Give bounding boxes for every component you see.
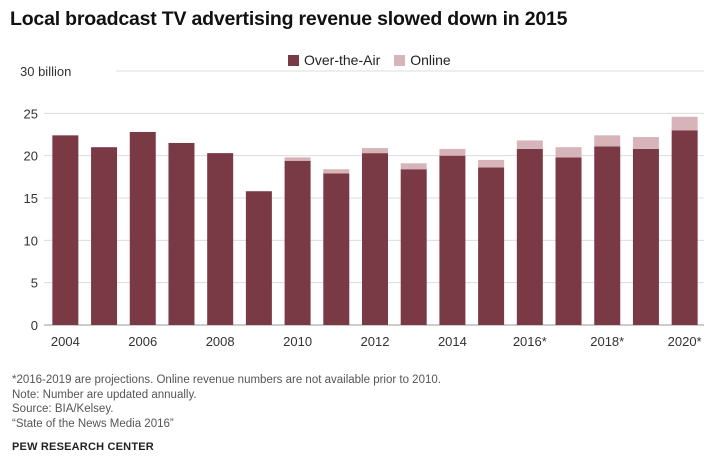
bar-over-the-air — [555, 157, 582, 325]
x-tick-label: 2012 — [361, 334, 390, 349]
bar-over-the-air — [284, 160, 311, 325]
bar-online — [439, 148, 466, 156]
bar-over-the-air — [52, 135, 79, 325]
x-tick-label: 2008 — [206, 334, 235, 349]
y-tick-label: 20 — [24, 149, 38, 164]
bar-over-the-air — [91, 147, 118, 325]
bar-online — [671, 116, 698, 131]
bar-online — [594, 135, 621, 147]
x-tick-label: 2014 — [438, 334, 467, 349]
bar-over-the-air — [439, 155, 466, 325]
legend-swatch-online — [394, 54, 406, 66]
note-report: “State of the News Media 2016” — [12, 417, 174, 430]
bar-online — [362, 148, 388, 154]
y-tick-label: 15 — [24, 191, 38, 206]
bar-over-the-air — [129, 131, 156, 325]
bar-online — [478, 159, 505, 168]
x-tick-label: 2016* — [513, 334, 547, 349]
bar-over-the-air — [245, 191, 272, 325]
note-updated: Note: Number are updated annually. — [12, 388, 197, 401]
note-source: Source: BIA/Kelsey. — [12, 403, 114, 416]
y-tick-label: 25 — [24, 106, 38, 121]
chart-title: Local broadcast TV advertising revenue s… — [10, 8, 568, 30]
chart-notes: *2016-2019 are projections. Online reven… — [12, 373, 441, 431]
bar-over-the-air — [632, 148, 659, 325]
y-tick-label: 5 — [31, 276, 38, 291]
legend-swatch-over-the-air — [288, 54, 299, 66]
bar-over-the-air — [594, 146, 621, 325]
y-top-label: 30 billion — [20, 64, 71, 79]
bar-over-the-air — [516, 148, 543, 325]
y-tick-label: 0 — [31, 318, 38, 333]
bar-over-the-air — [207, 153, 234, 325]
y-tick-label: 10 — [24, 233, 38, 248]
bar-chart: 0 5 10 15 20 25 30 billion 2004 2006 2008 2010 2012… — [20, 64, 704, 349]
x-tick-label: 2010 — [283, 334, 312, 349]
bar-online — [516, 140, 543, 149]
bar-over-the-air — [671, 130, 698, 325]
bar-online — [632, 137, 659, 149]
x-tick-label: 2004 — [51, 334, 80, 349]
bar-over-the-air — [478, 167, 505, 325]
bar-over-the-air — [168, 142, 195, 325]
note-projections: *2016-2019 are projections. Online reven… — [12, 374, 441, 386]
bar-over-the-air — [323, 173, 350, 325]
legend-label-online: Online — [410, 52, 451, 68]
bar-online — [284, 157, 311, 161]
legend-item-online: Online — [394, 52, 451, 68]
bar-online — [555, 147, 582, 158]
legend-label-over-the-air: Over-the-Air — [304, 52, 381, 68]
x-tick-label: 2006 — [128, 334, 157, 349]
legend-item-over-the-air: Over-the-Air — [288, 52, 380, 68]
bar-online — [323, 169, 350, 174]
bar-online — [400, 163, 427, 170]
bar-over-the-air — [362, 153, 388, 325]
source-org: PEW RESEARCH CENTER — [12, 441, 154, 453]
chart-legend: Over-the-Air Online — [288, 52, 465, 68]
x-tick-label: 2018* — [590, 334, 624, 349]
bar-over-the-air — [400, 169, 427, 325]
x-tick-label: 2020* — [668, 334, 702, 349]
